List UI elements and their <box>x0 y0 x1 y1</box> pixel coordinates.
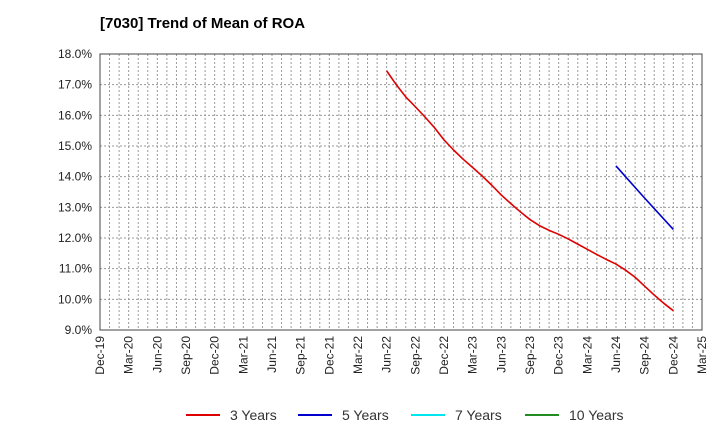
y-tick-label: 10.0% <box>58 292 92 306</box>
legend-item-7-years: 7 Years <box>411 405 502 425</box>
x-tick-label: Sep-20 <box>179 336 193 375</box>
x-tick-label: Dec-23 <box>552 336 566 375</box>
x-tick-label: Dec-19 <box>93 336 107 375</box>
legend-label-5-years: 5 Years <box>342 407 389 423</box>
y-tick-label: 11.0% <box>59 262 92 276</box>
legend: 3 Years 5 Years 7 Years 10 Years <box>0 405 720 425</box>
x-tick-label: Jun-24 <box>609 336 623 373</box>
series-line-2 <box>615 165 674 230</box>
x-tick-label: Mar-25 <box>695 336 709 374</box>
legend-item-10-years: 10 Years <box>525 405 624 425</box>
legend-item-5-years: 5 Years <box>298 405 389 425</box>
chart-title: [7030] Trend of Mean of ROA <box>100 15 306 32</box>
y-tick-label: 12.0% <box>58 231 92 245</box>
x-tick-label: Mar-21 <box>236 336 250 374</box>
x-tick-label: Jun-22 <box>380 336 394 373</box>
legend-label-10-years: 10 Years <box>569 407 624 423</box>
y-tick-label: 17.0% <box>58 78 92 92</box>
plot-frame <box>99 53 703 331</box>
x-tick-label: Mar-22 <box>351 336 365 374</box>
x-tick-label: Jun-20 <box>150 336 164 373</box>
y-tick-label: 18.0% <box>58 47 92 61</box>
x-tick-label: Mar-24 <box>580 336 594 374</box>
x-tick-label: Sep-22 <box>408 336 422 375</box>
y-tick-label: 13.0% <box>58 200 92 214</box>
x-tick-label: Jun-21 <box>265 336 279 373</box>
y-tick-label: 9.0% <box>65 323 93 337</box>
x-tick-label: Sep-24 <box>638 336 652 375</box>
x-tick-label: Mar-23 <box>466 336 480 374</box>
legend-item-3-years: 3 Years <box>186 405 277 425</box>
legend-swatch-10-years <box>525 414 559 416</box>
y-tick-label: 15.0% <box>58 139 92 153</box>
y-tick-label: 14.0% <box>58 170 92 184</box>
x-tick-label: Dec-24 <box>666 336 680 375</box>
legend-label-3-years: 3 Years <box>230 407 277 423</box>
x-tick-label: Jun-23 <box>494 336 508 373</box>
x-tick-label: Dec-20 <box>208 336 222 375</box>
legend-swatch-3-years <box>186 414 220 416</box>
x-tick-label: Dec-22 <box>437 336 451 375</box>
y-tick-label: 16.0% <box>58 108 92 122</box>
x-tick-label: Mar-20 <box>122 336 136 374</box>
x-tick-label: Dec-21 <box>322 336 336 375</box>
legend-swatch-7-years <box>411 414 445 416</box>
x-tick-label: Sep-21 <box>294 336 308 375</box>
legend-label-7-years: 7 Years <box>455 407 502 423</box>
series-line-1 <box>386 70 674 312</box>
legend-swatch-5-years <box>298 414 332 416</box>
x-tick-label: Sep-23 <box>523 336 537 375</box>
